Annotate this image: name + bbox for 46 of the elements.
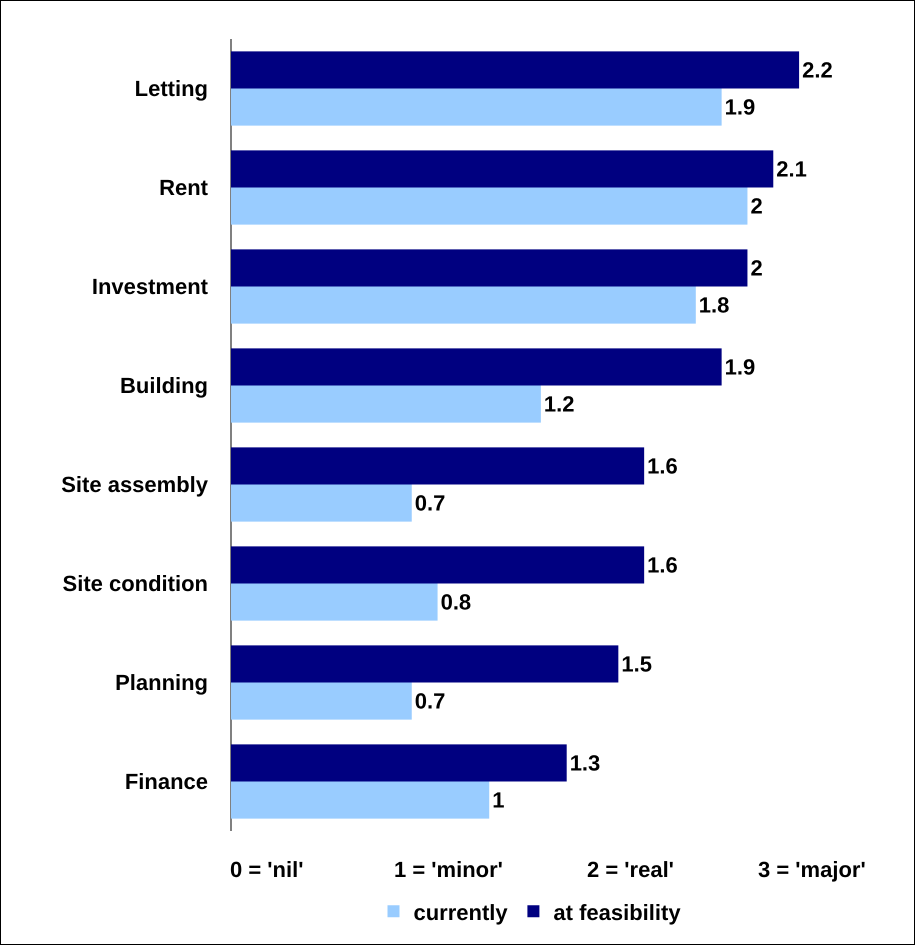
y-tick-label: Site condition	[62, 571, 208, 596]
bar	[231, 150, 774, 188]
data-label: 1.5	[621, 651, 652, 676]
bar	[231, 645, 618, 682]
data-label: 1	[492, 788, 504, 813]
bar	[231, 249, 748, 286]
bar	[231, 51, 800, 88]
text: 1 = 'minor'	[394, 857, 503, 882]
bar	[231, 744, 567, 782]
text: 2 = 'real'	[587, 857, 674, 882]
bar	[231, 188, 748, 225]
bar	[231, 447, 644, 484]
data-label: 0.8	[440, 590, 472, 615]
data-label: 1.9	[724, 354, 756, 380]
legend-label: currently	[414, 900, 508, 925]
data-label: 0.7	[414, 688, 446, 714]
y-tick-label: Letting	[134, 76, 208, 102]
bar	[231, 782, 490, 819]
data-label: 2.1	[776, 156, 807, 182]
data-label: 1.2	[544, 392, 574, 417]
data-label: 2	[750, 194, 763, 219]
bar	[231, 584, 438, 621]
bar	[231, 484, 412, 522]
text: 0 = 'nil'	[230, 857, 304, 882]
text: 3 = 'major'	[758, 857, 866, 882]
data-label: 1.6	[647, 453, 678, 478]
y-tick-label: Investment	[92, 274, 209, 300]
data-label: 2.2	[802, 57, 833, 82]
data-label: 1.3	[570, 750, 600, 776]
bar	[231, 682, 412, 720]
y-tick-label: Planning	[115, 670, 208, 696]
bar	[231, 286, 696, 324]
bar	[231, 348, 722, 386]
y-tick-label: Rent	[159, 175, 209, 200]
bar	[231, 546, 644, 584]
y-tick-label: Building	[120, 373, 208, 398]
y-tick-label: Site assembly	[61, 472, 209, 498]
data-label: 2	[750, 255, 763, 280]
data-label: 0.7	[414, 490, 446, 516]
bar	[231, 88, 722, 126]
legend-label: at feasibility	[553, 900, 682, 925]
bar	[231, 386, 541, 423]
data-label: 1.6	[647, 552, 678, 578]
y-tick-label: Finance	[124, 769, 208, 794]
data-label: 1.8	[698, 292, 730, 318]
data-label: 1.9	[724, 94, 756, 120]
